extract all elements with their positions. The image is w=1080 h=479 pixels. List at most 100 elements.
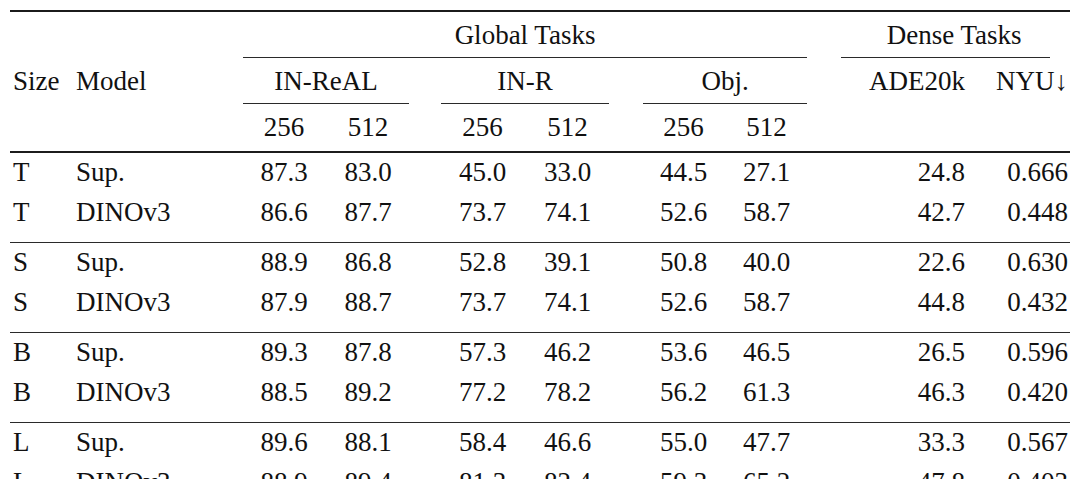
value-cell: 39.1 — [525, 243, 610, 282]
value-cell: 89.2 — [326, 371, 410, 423]
value-cell: 52.6 — [642, 281, 725, 333]
res-256-header: 256 — [242, 104, 326, 152]
value-cell: 86.8 — [326, 243, 410, 282]
column-gap — [808, 461, 838, 479]
column-gap — [410, 191, 440, 243]
res-512-header: 512 — [326, 104, 410, 152]
model-cell: DINOv3 — [73, 281, 242, 333]
res-256-header: 256 — [440, 104, 525, 152]
paper-table-figure: Global Tasks Dense Tasks Size Model IN-R… — [10, 10, 1070, 479]
value-cell: 40.0 — [725, 243, 808, 282]
group-gap — [410, 104, 440, 152]
value-cell: 89.3 — [242, 333, 326, 372]
value-cell: 0.596 — [975, 333, 1070, 372]
value-cell: 46.6 — [525, 423, 610, 462]
header-spacer — [838, 104, 975, 152]
model-cell: Sup. — [73, 423, 242, 462]
value-cell: 89.4 — [326, 461, 410, 479]
value-cell: 24.8 — [838, 152, 975, 191]
value-cell: 61.3 — [725, 371, 808, 423]
value-cell: 55.0 — [642, 423, 725, 462]
value-cell: 88.9 — [242, 243, 326, 282]
value-cell: 33.3 — [838, 423, 975, 462]
value-cell: 82.4 — [525, 461, 610, 479]
ade20k-column-header: ADE20k — [838, 58, 975, 104]
nyu-column-header: NYU↓ — [975, 58, 1070, 104]
value-cell: 56.2 — [642, 371, 725, 423]
model-cell: Sup. — [73, 243, 242, 282]
dense-tasks-header: Dense Tasks — [838, 11, 1070, 58]
value-cell: 0.567 — [975, 423, 1070, 462]
value-cell: 77.2 — [440, 371, 525, 423]
column-gap — [808, 281, 838, 333]
column-gap — [808, 191, 838, 243]
model-cell: Sup. — [73, 152, 242, 191]
group-gap — [610, 58, 642, 104]
header-spacer — [10, 104, 242, 152]
model-cell: DINOv3 — [73, 191, 242, 243]
table-row: B Sup. 89.3 87.8 57.3 46.2 53.6 46.5 26.… — [10, 333, 1070, 372]
value-cell: 87.7 — [326, 191, 410, 243]
column-gap — [808, 333, 838, 372]
value-cell: 74.1 — [525, 281, 610, 333]
value-cell: 65.2 — [725, 461, 808, 479]
value-cell: 87.3 — [242, 152, 326, 191]
value-cell: 89.6 — [242, 423, 326, 462]
column-gap — [610, 243, 642, 282]
value-cell: 44.8 — [838, 281, 975, 333]
column-gap — [610, 333, 642, 372]
column-gap — [410, 423, 440, 462]
size-cell: T — [10, 152, 73, 191]
value-cell: 58.7 — [725, 191, 808, 243]
in-real-header: IN-ReAL — [242, 58, 410, 104]
size-cell: L — [10, 423, 73, 462]
table-row: B DINOv3 88.5 89.2 77.2 78.2 56.2 61.3 4… — [10, 371, 1070, 423]
column-gap — [808, 423, 838, 462]
column-gap — [610, 423, 642, 462]
obj-header: Obj. — [642, 58, 808, 104]
size-cell: L — [10, 461, 73, 479]
value-cell: 50.8 — [642, 243, 725, 282]
value-cell: 87.9 — [242, 281, 326, 333]
value-cell: 44.5 — [642, 152, 725, 191]
group-gap — [808, 104, 838, 152]
size-cell: S — [10, 243, 73, 282]
table-row: S Sup. 88.9 86.8 52.8 39.1 50.8 40.0 22.… — [10, 243, 1070, 282]
value-cell: 58.4 — [440, 423, 525, 462]
value-cell: 73.7 — [440, 281, 525, 333]
value-cell: 88.9 — [242, 461, 326, 479]
res-256-header: 256 — [642, 104, 725, 152]
column-gap — [808, 371, 838, 423]
column-gap — [610, 152, 642, 191]
group-gap — [808, 58, 838, 104]
value-cell: 59.3 — [642, 461, 725, 479]
in-r-header: IN-R — [440, 58, 610, 104]
value-cell: 0.403 — [975, 461, 1070, 479]
model-cell: DINOv3 — [73, 461, 242, 479]
value-cell: 47.7 — [725, 423, 808, 462]
value-cell: 42.7 — [838, 191, 975, 243]
size-cell: B — [10, 333, 73, 372]
value-cell: 78.2 — [525, 371, 610, 423]
column-gap — [808, 152, 838, 191]
value-cell: 88.7 — [326, 281, 410, 333]
header-spacer — [975, 104, 1070, 152]
resolution-header-row: 256 512 256 512 256 512 — [10, 104, 1070, 152]
value-cell: 74.1 — [525, 191, 610, 243]
column-gap — [610, 191, 642, 243]
table-body: T Sup. 87.3 83.0 45.0 33.0 44.5 27.1 24.… — [10, 152, 1070, 479]
value-cell: 0.432 — [975, 281, 1070, 333]
value-cell: 0.666 — [975, 152, 1070, 191]
value-cell: 88.5 — [242, 371, 326, 423]
column-gap — [410, 333, 440, 372]
value-cell: 53.6 — [642, 333, 725, 372]
value-cell: 26.5 — [838, 333, 975, 372]
column-gap — [610, 461, 642, 479]
table-row: L Sup. 89.6 88.1 58.4 46.6 55.0 47.7 33.… — [10, 423, 1070, 462]
group-gap — [610, 104, 642, 152]
results-table: Global Tasks Dense Tasks Size Model IN-R… — [10, 10, 1070, 479]
model-cell: DINOv3 — [73, 371, 242, 423]
group-gap — [808, 11, 838, 58]
value-cell: 83.0 — [326, 152, 410, 191]
header-spacer — [10, 11, 242, 58]
